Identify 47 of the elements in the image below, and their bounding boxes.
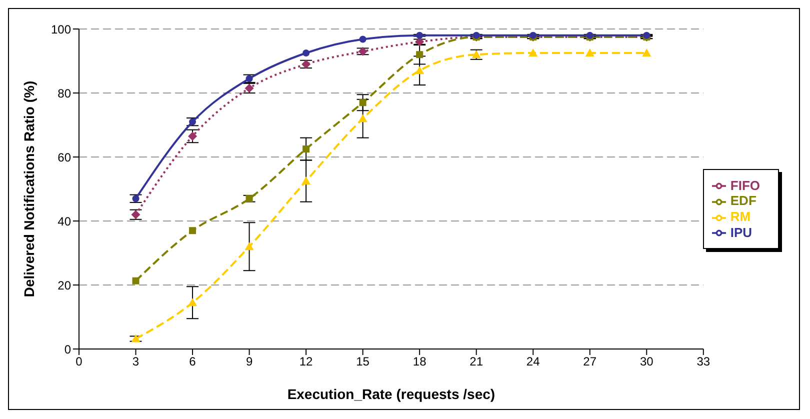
x-axis-title: Execution_Rate (requests /sec) [287,386,496,402]
point [415,66,424,74]
point [642,48,652,56]
point [358,46,368,56]
x-tick-label: 0 [76,354,83,369]
point [132,277,140,284]
point [131,334,140,342]
x-tick-label: 18 [412,354,427,369]
y-tick-label: 40 [58,214,72,228]
point [359,99,366,106]
x-tick-label: 15 [356,354,370,369]
y-tick-label: 80 [58,86,72,100]
point [585,48,594,56]
point [302,50,310,56]
point [246,195,253,202]
point [132,195,140,202]
x-tick-label: 12 [299,354,314,369]
point [416,51,424,58]
x-tick-label: 30 [640,354,654,369]
point [189,118,196,126]
point [188,298,198,306]
point [302,176,311,184]
x-tick-label: 21 [470,354,484,369]
point [528,48,538,56]
y-tick-label: 0 [64,342,72,356]
y-axis-title: Delivered Notifications Ratio (%) [20,80,37,298]
x-tick-label: 24 [526,354,540,369]
y-tick-label: 100 [50,22,72,36]
point [188,132,198,141]
point [189,227,196,234]
x-tick-label: 6 [189,354,196,369]
point [244,242,254,250]
x-tick-label: 9 [246,354,253,369]
legend-label: IPU [730,224,752,240]
point [416,32,424,39]
point [302,60,311,69]
point [358,114,368,122]
point [359,36,366,43]
x-tick-label: 33 [696,354,710,369]
y-tick-label: 60 [58,150,72,164]
y-tick-label: 20 [58,278,72,292]
legend-label: RM [730,209,751,224]
point [302,146,310,152]
legend-label: FIFO [730,178,760,193]
x-tick-label: 27 [583,354,597,369]
legend-label: EDF [730,193,756,208]
x-tick-label: 3 [132,354,140,369]
